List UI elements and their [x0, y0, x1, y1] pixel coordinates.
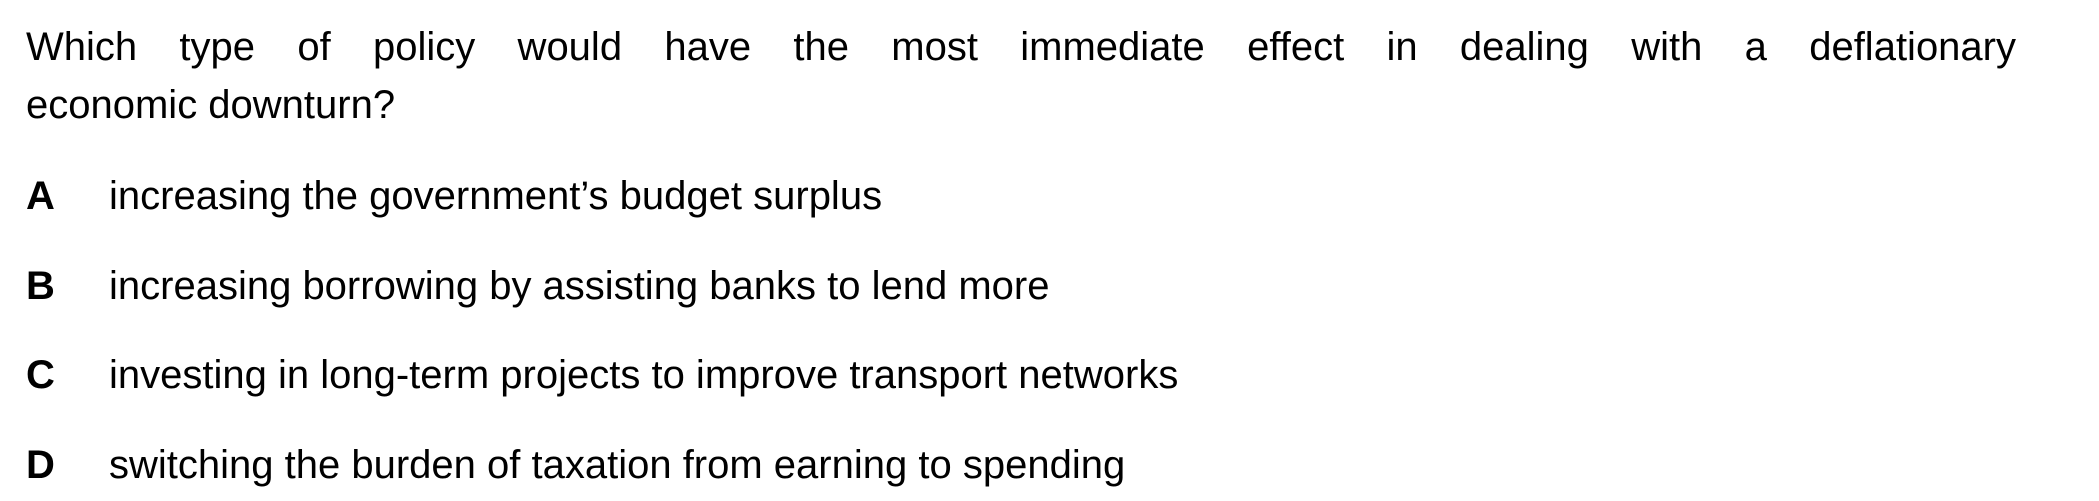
option-b-text: increasing borrowing by assisting banks … — [109, 264, 1050, 308]
option-a-letter: A — [26, 174, 55, 218]
option-c-text: investing in long-term projects to impro… — [109, 353, 1179, 397]
option-b-letter: B — [26, 264, 55, 308]
question-line-1: Which type of policy would have the most… — [26, 25, 2016, 69]
question-line-2: economic downturn? — [26, 83, 396, 127]
option-c-letter: C — [26, 353, 55, 397]
question-text: Which type of policy would have the most… — [26, 18, 2016, 134]
option-d-text: switching the burden of taxation from ea… — [109, 443, 1126, 487]
option-d-letter: D — [26, 443, 55, 487]
option-a-text: increasing the government’s budget surpl… — [109, 174, 883, 218]
